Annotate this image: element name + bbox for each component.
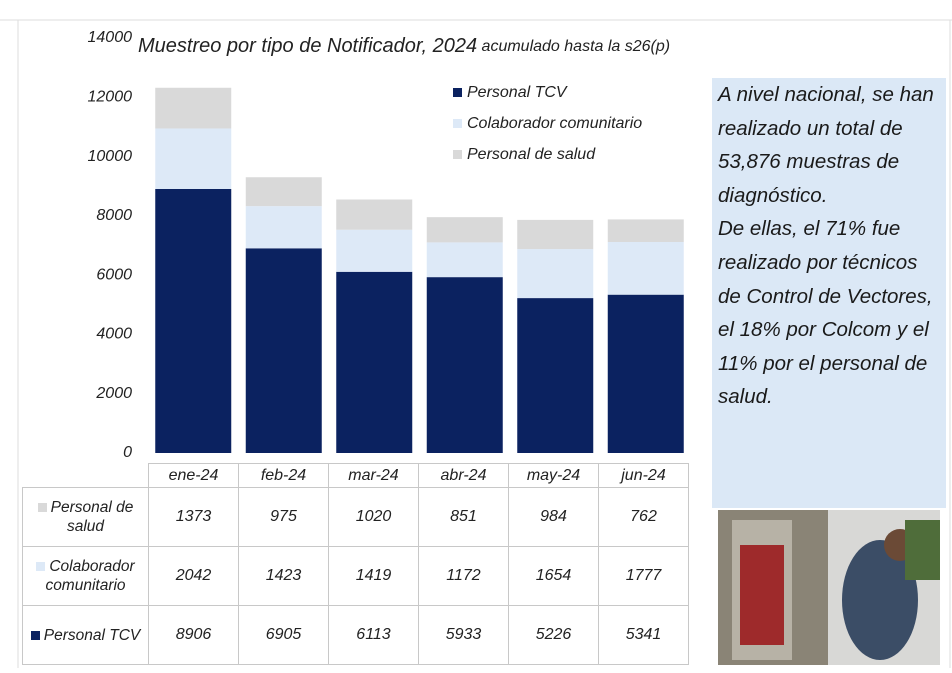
series-name: Personal TCV (43, 626, 141, 644)
chart-title-line: Muestreo por tipo de Notificador, 2024 a… (138, 35, 670, 57)
x-tick-label: feb-24 (238, 463, 329, 488)
y-tick-label: 12000 (88, 89, 133, 106)
bar-segment (426, 277, 503, 453)
summary-text: De ellas, el 71% fue realizado por técni… (718, 217, 933, 409)
photo (718, 510, 940, 665)
table-value: 5341 (598, 605, 689, 665)
legend-swatch (453, 88, 462, 97)
table-value: 8906 (148, 605, 239, 665)
table-value: 6905 (238, 605, 329, 665)
table-value: 975 (238, 487, 329, 547)
table-value: 851 (418, 487, 509, 547)
table-value: 1654 (508, 546, 599, 606)
series-name: Personal de salud (50, 499, 134, 535)
y-tick-label: 2000 (95, 385, 132, 402)
bar-segment (607, 219, 684, 243)
table-value: 1423 (238, 546, 329, 606)
table-row: Personal de salud 1373 975 1020 851 984 762 (22, 487, 689, 547)
table-value: 1172 (418, 546, 509, 606)
legend-label: Colaborador comunitario (467, 115, 642, 132)
x-tick-label: jun-24 (598, 463, 689, 488)
x-tick-label: may-24 (508, 463, 599, 488)
table-value: 1373 (148, 487, 239, 547)
table-value: 762 (598, 487, 689, 547)
table-value: 5933 (418, 605, 509, 665)
table-value: 984 (508, 487, 599, 547)
bar-segment (245, 177, 322, 207)
y-tick-label: 10000 (88, 148, 133, 165)
chart-subtitle: acumulado hasta la s26(p) (482, 38, 671, 55)
table-value: 6113 (328, 605, 419, 665)
table-swatch (30, 630, 40, 640)
bar-segment (517, 249, 594, 299)
table-value: 1777 (598, 546, 689, 606)
bar-segment (336, 229, 413, 272)
legend-swatch (453, 150, 462, 159)
table-swatch (37, 503, 47, 512)
y-tick-label: 8000 (96, 207, 132, 224)
table-value: 5226 (508, 605, 599, 665)
x-tick-label: ene-24 (148, 463, 239, 488)
bar-segment (336, 271, 413, 453)
legend-swatch (453, 119, 462, 128)
bar-segment (517, 298, 594, 453)
summary-box: A nivel nacional, se han realizado un to… (712, 78, 946, 508)
y-tick-label: 0 (123, 444, 132, 461)
bar-segment (155, 87, 232, 129)
bar-segment (607, 242, 684, 295)
series-name: Colaborador comunitario (45, 558, 135, 594)
bar-segment (426, 217, 503, 243)
table-value: 1020 (328, 487, 419, 547)
table-value: 2042 (148, 546, 239, 606)
chart-title: Muestreo por tipo de Notificador, 2024 (138, 35, 477, 57)
y-tick-label: 4000 (96, 326, 132, 343)
bar-segment (245, 206, 322, 249)
table-row-label: Personal de salud (22, 487, 149, 547)
bar-segment (245, 248, 322, 453)
table-corner (23, 464, 149, 488)
bar-segment (336, 199, 413, 230)
bar-segment (155, 189, 232, 453)
table-row: Personal TCV 8906 6905 6113 5933 5226 5341 (22, 605, 689, 665)
summary-text: A nivel nacional, se han realizado un to… (718, 83, 934, 207)
table-value: 1419 (328, 546, 419, 606)
bar-segment (607, 294, 684, 453)
bar-segment (517, 219, 594, 250)
legend-label: Personal TCV (467, 84, 568, 101)
bar-segment (155, 128, 232, 190)
legend-label: Personal de salud (467, 146, 596, 163)
y-tick-label: 14000 (88, 29, 133, 46)
bar-segment (426, 242, 503, 278)
table-row-label: Colaborador comunitario (22, 546, 149, 606)
x-tick-label: abr-24 (418, 463, 509, 488)
data-table: ene-24 feb-24 mar-24 abr-24 may-24 jun-24 Pers… (22, 463, 689, 665)
table-row-label: Personal TCV (22, 605, 149, 665)
x-tick-label: mar-24 (328, 463, 419, 488)
table-header-row: ene-24 feb-24 mar-24 abr-24 may-24 jun-24 (23, 463, 689, 488)
table-swatch (36, 562, 46, 571)
y-tick-label: 6000 (96, 266, 132, 283)
table-row: Colaborador comunitario 2042 1423 1419 1172 1… (22, 546, 689, 606)
